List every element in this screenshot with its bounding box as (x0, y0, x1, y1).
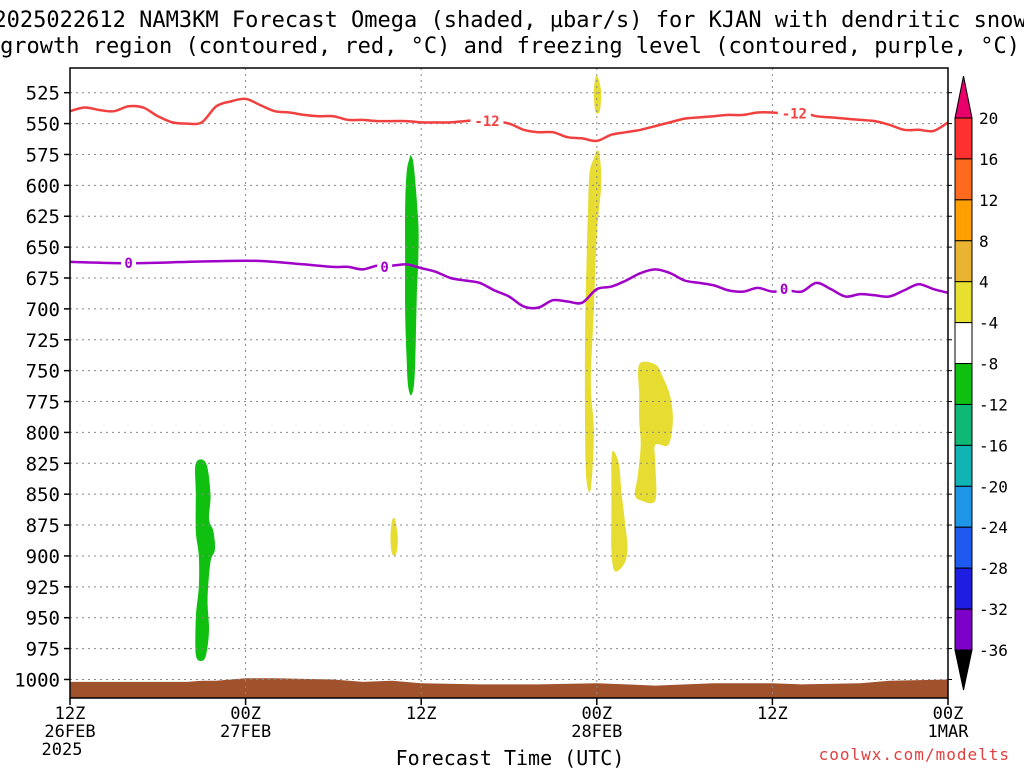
colorbar-label: 16 (979, 150, 998, 169)
colorbar-band (954, 444, 973, 487)
chart-title-line-1: 2025022612 NAM3KM Forecast Omega (shaded… (0, 8, 1024, 33)
y-tick-label: 775 (26, 392, 60, 414)
terrain-layer (70, 678, 948, 698)
colorbar-label: -36 (979, 641, 1008, 660)
colorbar-band (954, 117, 973, 160)
y-tick-label: 575 (26, 144, 60, 166)
y-tick-label: 950 (26, 608, 60, 630)
x-tick-label: 26FEB (44, 722, 95, 742)
x-tick-label: 00Z (581, 704, 612, 724)
y-tick-label: 525 (26, 83, 60, 105)
plot-frame (69, 67, 949, 699)
colorbar: 20 16 12 8 4 -4 -8 -12 -16 -20 -24 -28 -32 -36 (954, 75, 1008, 691)
contour-label: -12 (474, 114, 499, 130)
x-tick-label: 12Z (757, 704, 788, 724)
y-tick-label: 900 (26, 546, 60, 568)
colorbar-band (954, 158, 973, 201)
y-tick-label: 600 (26, 175, 60, 197)
colorbar-label: -24 (979, 518, 1008, 537)
x-tick-label: 00Z (230, 704, 261, 724)
y-tick-label: 825 (26, 453, 60, 475)
terrain-fill (70, 678, 948, 698)
x-tick-label: 12Z (406, 704, 437, 724)
colorbar-label: -12 (979, 395, 1008, 414)
x-tick-label: 28FEB (571, 722, 622, 742)
colorbar-band (954, 199, 973, 242)
colorbar-band (954, 322, 973, 365)
colorbar-label: 12 (979, 191, 998, 210)
omega-region-3-1 (584, 150, 602, 493)
x-axis-label: Forecast Time (UTC) (396, 746, 625, 768)
contour-line-0 (69, 97, 949, 143)
contour-label-bg (470, 113, 504, 130)
colorbar-label: 4 (979, 273, 989, 292)
y-tick-label: 875 (26, 515, 60, 537)
omega-shading-layer (195, 76, 673, 661)
omega-region-3-0 (593, 76, 602, 114)
x-tick-label: 1MAR (928, 722, 970, 742)
colorbar-band (954, 240, 973, 283)
chart-title-line-2: growth region (contoured, red, °C) and f… (0, 34, 1020, 59)
contour-label-bg (777, 105, 811, 122)
colorbar-band (954, 608, 973, 651)
y-tick-label: 675 (26, 268, 60, 290)
colorbar-label: -8 (979, 355, 998, 374)
y-tick-label: 550 (26, 114, 60, 136)
y-tick-label: 800 (26, 422, 60, 444)
contour-layer (69, 97, 949, 310)
colorbar-label: -32 (979, 600, 1008, 619)
omega-region-2-0 (405, 155, 419, 396)
colorbar-band (954, 403, 973, 446)
colorbar-label: 20 (979, 109, 998, 128)
y-axis: 525 550 575 600 625 650 675 700 725 750 775 800 825 8… (14, 83, 952, 691)
x-tick-label: 27FEB (220, 722, 271, 742)
contour-label-bg (776, 281, 792, 298)
omega-region-3-3 (611, 450, 628, 572)
y-tick-label: 925 (26, 577, 60, 599)
x-tick-label: 2025 (42, 740, 83, 760)
grid-layer (70, 68, 948, 698)
colorbar-label: -20 (979, 477, 1008, 496)
colorbar-band (954, 526, 973, 569)
y-tick-label: 650 (26, 237, 60, 259)
y-tick-label: 1000 (14, 669, 60, 691)
y-tick-label: 850 (26, 484, 60, 506)
y-tick-label: 625 (26, 206, 60, 228)
colorbar-band (954, 485, 973, 528)
y-tick-label: 975 (26, 639, 60, 661)
y-tick-label: 725 (26, 330, 60, 352)
contour-label: 0 (780, 282, 788, 298)
contour-label: 0 (380, 260, 388, 276)
omega-region-2-1 (195, 459, 216, 661)
x-tick-label: 12Z (55, 704, 86, 724)
contour-label: 0 (124, 256, 132, 272)
x-tick-label: 00Z (933, 704, 964, 724)
y-tick-label: 750 (26, 361, 60, 383)
colorbar-band (954, 567, 973, 610)
colorbar-label: -28 (979, 559, 1008, 578)
credit-text: coolwx.com/modelts (819, 745, 1010, 764)
contour-label-bg (377, 258, 393, 275)
y-tick-label: 700 (26, 299, 60, 321)
contour-label-bg (121, 255, 137, 272)
colorbar-label: -4 (979, 314, 998, 333)
colorbar-band (954, 281, 973, 324)
colorbar-label: -16 (979, 436, 1008, 455)
colorbar-lower-arrow (954, 649, 973, 691)
colorbar-band (954, 363, 973, 405)
omega-region-3-4 (390, 517, 398, 556)
colorbar-label: 8 (979, 232, 989, 251)
contour-label: -12 (782, 107, 807, 123)
colorbar-upper-arrow (954, 75, 973, 119)
contour-label-layer: -12 -12 0 0 0 (121, 105, 811, 298)
contour-line-1 (69, 259, 949, 310)
